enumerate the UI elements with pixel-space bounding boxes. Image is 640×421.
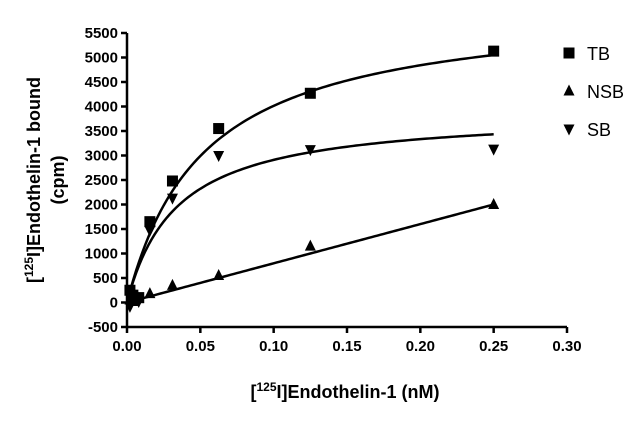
data-point-tb xyxy=(304,87,316,99)
data-point-sb xyxy=(213,151,225,162)
data-point-nsb xyxy=(488,198,500,209)
y-tick-label: 3000 xyxy=(85,148,118,165)
y-tick-label: -500 xyxy=(88,319,118,336)
data-point-tb xyxy=(166,175,178,187)
y-axis-title-line1: [125I]Endothelin-1 bound xyxy=(22,77,44,283)
x-tick-label: 0.05 xyxy=(186,338,215,355)
legend-marker-sb xyxy=(563,124,575,136)
y-tick-label: 1000 xyxy=(85,246,118,263)
legend-label-nsb: NSB xyxy=(587,82,624,102)
legend-label-tb: TB xyxy=(587,44,610,64)
data-point-sb xyxy=(166,193,178,205)
data-point-sb xyxy=(124,301,136,313)
data-point-sb xyxy=(133,297,145,309)
data-point-tb xyxy=(213,123,225,135)
legend-marker-nsb xyxy=(563,84,575,96)
data-point-tb xyxy=(488,45,500,57)
x-axis-title: [125I]Endothelin-1 (nM) xyxy=(251,380,440,402)
data-point-sb xyxy=(127,291,139,303)
data-point-nsb xyxy=(144,287,156,299)
y-tick-label: 4500 xyxy=(85,74,118,91)
legend-marker-tb xyxy=(563,47,575,59)
legend-label-sb: SB xyxy=(587,120,611,140)
data-points xyxy=(124,45,500,313)
data-point-sb xyxy=(144,225,156,237)
y-tick-label: 500 xyxy=(93,270,118,287)
x-tick-label: 0.10 xyxy=(259,338,288,355)
x-tick-label: 0.20 xyxy=(406,338,435,355)
y-tick-label: 4000 xyxy=(85,99,118,116)
y-tick-label: 2500 xyxy=(85,172,118,189)
x-tick-label: 0.00 xyxy=(112,338,141,355)
y-tick-label: 2000 xyxy=(85,197,118,214)
y-axis-title-line2: (cpm) xyxy=(48,155,68,204)
axes: -500 0 500 1000 1500 2000 2500 3000 3500 4000 4500… xyxy=(85,25,582,355)
y-tick-label: 1500 xyxy=(85,221,118,238)
y-tick-label: 0 xyxy=(110,295,118,312)
data-point-sb xyxy=(304,145,316,157)
data-point-sb xyxy=(488,144,500,156)
data-point-nsb xyxy=(304,239,316,251)
data-point-nsb xyxy=(166,278,178,290)
x-tick-label: 0.30 xyxy=(552,338,581,355)
y-tick-label: 5500 xyxy=(85,25,118,42)
x-tick-label: 0.15 xyxy=(332,338,361,355)
data-point-nsb xyxy=(213,269,225,281)
legend: TB NSB SB xyxy=(563,44,624,140)
fit-line-nsb xyxy=(126,203,494,304)
y-tick-label: 5000 xyxy=(85,50,118,67)
y-tick-label: 3500 xyxy=(85,123,118,140)
x-tick-label: 0.25 xyxy=(479,338,508,355)
data-point-tb xyxy=(144,216,156,228)
